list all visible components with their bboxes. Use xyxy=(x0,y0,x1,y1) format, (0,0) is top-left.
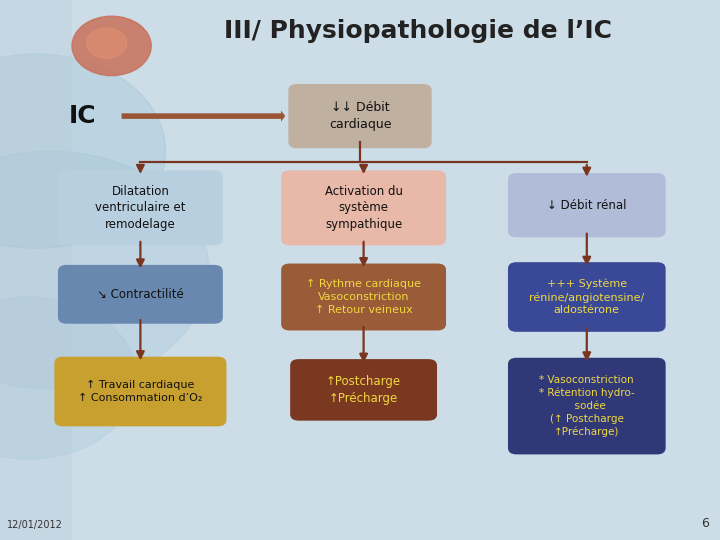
Text: * Vasoconstriction
* Rétention hydro-
  sodée
(↑ Postcharge
↑Précharge): * Vasoconstriction * Rétention hydro- so… xyxy=(539,375,634,437)
FancyBboxPatch shape xyxy=(58,265,223,323)
Text: ↑ Travail cardiaque
↑ Consommation d’O₂: ↑ Travail cardiaque ↑ Consommation d’O₂ xyxy=(78,380,202,403)
Text: ↑Postcharge
↑Précharge: ↑Postcharge ↑Précharge xyxy=(326,375,401,404)
Text: Dilatation
ventriculaire et
remodelage: Dilatation ventriculaire et remodelage xyxy=(95,185,186,231)
Circle shape xyxy=(0,151,209,389)
FancyBboxPatch shape xyxy=(508,262,665,332)
FancyBboxPatch shape xyxy=(290,359,437,421)
Text: ↑ Rythme cardiaque
Vasoconstriction
↑ Retour veineux: ↑ Rythme cardiaque Vasoconstriction ↑ Re… xyxy=(306,279,421,315)
Text: ↓ Débit rénal: ↓ Débit rénal xyxy=(547,199,626,212)
Circle shape xyxy=(0,297,137,459)
Text: Activation du
système
sympathique: Activation du système sympathique xyxy=(325,185,402,231)
Text: ↓↓ Débit
cardiaque: ↓↓ Débit cardiaque xyxy=(329,102,391,131)
Text: +++ Système
rénine/angiotensine/
aldostérone: +++ Système rénine/angiotensine/ aldosté… xyxy=(529,279,644,315)
FancyBboxPatch shape xyxy=(508,358,665,455)
FancyBboxPatch shape xyxy=(282,264,446,330)
Text: IC: IC xyxy=(69,104,96,128)
FancyBboxPatch shape xyxy=(282,171,446,245)
Circle shape xyxy=(0,54,166,248)
Text: 6: 6 xyxy=(701,517,709,530)
FancyBboxPatch shape xyxy=(55,356,226,427)
FancyBboxPatch shape xyxy=(288,84,431,148)
Text: III/ Physiopathologie de l’IC: III/ Physiopathologie de l’IC xyxy=(224,19,611,43)
Text: 12/01/2012: 12/01/2012 xyxy=(7,520,63,530)
FancyBboxPatch shape xyxy=(0,0,72,540)
FancyBboxPatch shape xyxy=(508,173,665,238)
FancyBboxPatch shape xyxy=(58,171,223,245)
Text: ↘ Contractilité: ↘ Contractilité xyxy=(97,288,184,301)
Circle shape xyxy=(72,16,151,76)
Circle shape xyxy=(86,28,127,58)
